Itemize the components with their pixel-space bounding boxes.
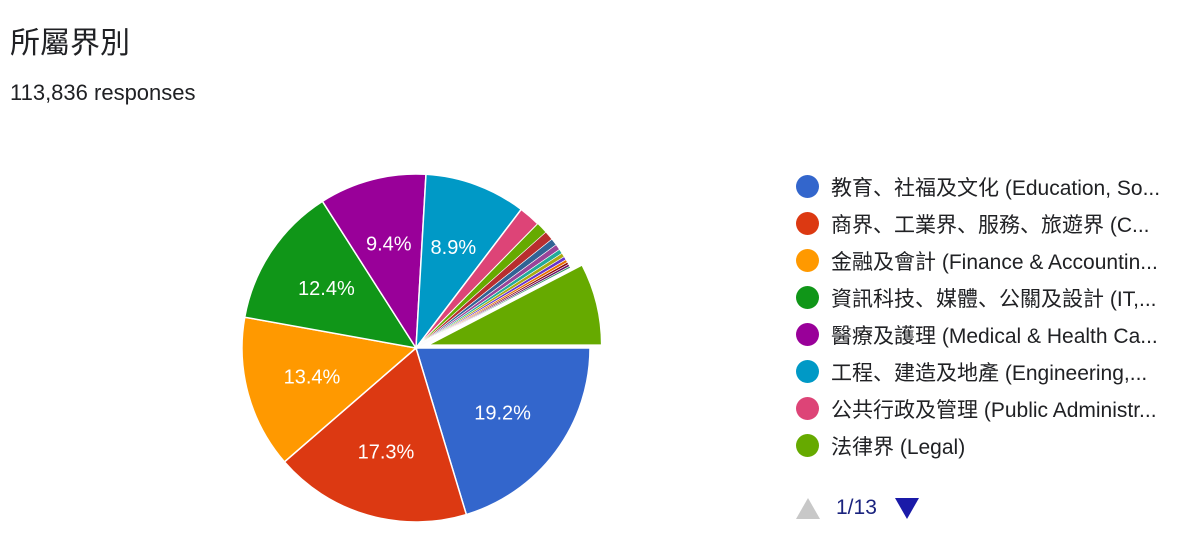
pie-slice-label: 13.4% — [284, 367, 341, 389]
pie-slice-4[interactable] — [321, 173, 427, 351]
legend-swatch-icon — [796, 286, 819, 309]
response-count: 113,836 responses — [10, 80, 196, 105]
legend-label: 法律界 (Legal) — [831, 435, 966, 459]
legend-swatch-icon — [796, 175, 819, 198]
pie-slice-label: 8.9% — [431, 237, 477, 259]
pie-slice-label: 19.2% — [474, 402, 531, 424]
pie-slice-label: 17.3% — [358, 442, 415, 464]
pager-page-label: 1/13 — [836, 496, 877, 519]
legend-item[interactable]: 工程、建造及地產 (Engineering,... — [796, 353, 1192, 390]
legend-swatch-icon — [796, 323, 819, 346]
pager-down-arrow-icon[interactable] — [894, 497, 919, 519]
legend-item[interactable]: 法律界 (Legal) — [796, 427, 1192, 464]
legend-label: 工程、建造及地產 (Engineering,... — [831, 361, 1148, 385]
legend-label: 商界、工業界、服務、旅遊界 (C... — [831, 213, 1150, 237]
pie-slice-0[interactable] — [414, 347, 591, 516]
pie-slice-label: 9.4% — [366, 234, 412, 256]
legend-item[interactable]: 醫療及護理 (Medical & Health Ca... — [796, 316, 1192, 353]
legend-label: 教育、社福及文化 (Education, So... — [831, 176, 1161, 200]
legend-swatch-icon — [796, 360, 819, 383]
pie-slice-7[interactable] — [427, 263, 603, 346]
pie-slice-1[interactable] — [283, 346, 468, 523]
pie-slice-5[interactable] — [415, 173, 523, 351]
pie-slice-2[interactable] — [241, 316, 418, 463]
legend-swatch-icon — [796, 249, 819, 272]
chart-legend: 教育、社福及文化 (Education, So... 商界、工業界、服務、旅遊界 … — [796, 168, 1192, 464]
pie-slice-minor[interactable] — [415, 265, 571, 349]
legend-label: 醫療及護理 (Medical & Health Ca... — [831, 324, 1158, 348]
legend-item[interactable]: 資訊科技、媒體、公關及設計 (IT,... — [796, 279, 1192, 316]
legend-label: 資訊科技、媒體、公關及設計 (IT,... — [831, 287, 1157, 311]
legend-swatch-icon — [796, 397, 819, 420]
legend-label: 金融及會計 (Finance & Accountin... — [831, 250, 1158, 274]
legend-item[interactable]: 公共行政及管理 (Public Administr... — [796, 390, 1192, 427]
pie-slice-label: 12.4% — [298, 278, 355, 300]
legend-swatch-icon — [796, 434, 819, 457]
chart-title: 所屬界別 — [10, 27, 130, 60]
legend-pager: 1/13 — [796, 496, 919, 520]
legend-item[interactable]: 金融及會計 (Finance & Accountin... — [796, 242, 1192, 279]
legend-item[interactable]: 教育、社福及文化 (Education, So... — [796, 168, 1192, 205]
pager-up-arrow-icon[interactable] — [796, 497, 820, 519]
pie-slice-3[interactable] — [243, 200, 418, 350]
legend-label: 公共行政及管理 (Public Administr... — [831, 398, 1157, 422]
legend-item[interactable]: 商界、工業界、服務、旅遊界 (C... — [796, 205, 1192, 242]
legend-swatch-icon — [796, 212, 819, 235]
